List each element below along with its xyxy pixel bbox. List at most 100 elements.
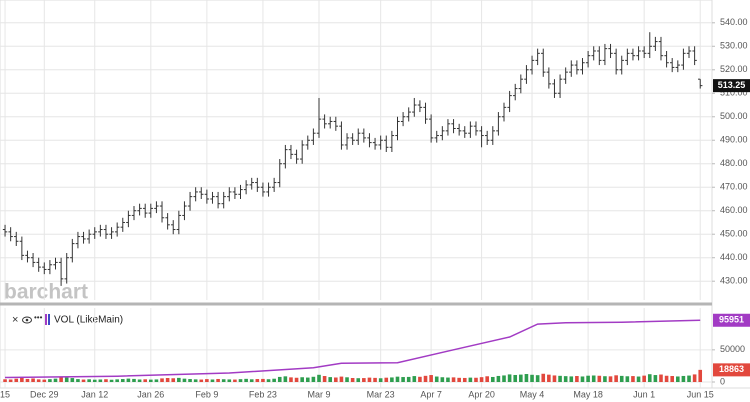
price-bar <box>70 238 75 263</box>
volume-bar <box>642 375 646 382</box>
price-bar <box>552 79 557 98</box>
volume-bar <box>20 377 24 382</box>
volume-bar <box>580 376 585 382</box>
price-bar <box>541 48 546 77</box>
volume-bar <box>676 376 680 382</box>
volume-bar <box>636 376 641 382</box>
last-price-label: 513.25 <box>718 80 746 90</box>
price-bar <box>518 74 524 94</box>
volume-bar <box>8 379 13 382</box>
volume-bar <box>490 376 495 382</box>
eye-icon[interactable] <box>22 316 32 324</box>
volume-bar <box>563 376 568 382</box>
volume-bar <box>406 376 411 382</box>
volume-badge-label: 18863 <box>719 364 744 374</box>
eye-pupil <box>25 318 29 322</box>
price-bar <box>243 180 249 195</box>
price-bar <box>675 60 681 73</box>
volume-bar <box>390 377 394 382</box>
volume-bar <box>653 375 658 382</box>
price-bar <box>249 177 254 190</box>
price-bar <box>681 48 686 70</box>
volume-bar <box>334 377 338 382</box>
y-tick-label: 520.00 <box>720 64 748 74</box>
price-bar <box>316 97 322 138</box>
volume-bar <box>165 378 170 382</box>
volume-bar <box>149 379 153 382</box>
volume-bar <box>154 379 159 382</box>
price-bar <box>591 46 596 61</box>
volume-bar <box>451 377 456 382</box>
price-bar <box>64 253 69 284</box>
price-bar <box>389 130 395 152</box>
price-bar <box>445 119 451 136</box>
y-tick-label: 510.00 <box>720 88 748 98</box>
price-bar <box>585 50 591 68</box>
volume-bar <box>64 377 69 382</box>
volume-bar <box>692 374 697 382</box>
volume-bar <box>272 378 276 382</box>
volume-bar <box>446 377 450 382</box>
volume-bar <box>412 376 417 382</box>
price-bar <box>339 121 344 150</box>
price-bar <box>456 123 462 136</box>
volume-bar <box>513 374 518 382</box>
price-bar <box>131 206 137 221</box>
volume-bar <box>362 378 366 382</box>
price-bar <box>58 257 64 286</box>
y-tick-label: 540.00 <box>720 17 748 27</box>
volume-bar <box>535 375 540 382</box>
price-bar <box>75 231 81 249</box>
price-bar <box>232 187 238 199</box>
x-tick-label: Jan 26 <box>137 389 164 399</box>
price-bar <box>686 46 692 59</box>
price-bar <box>406 107 411 122</box>
price-bar <box>322 114 327 129</box>
study-badge-label: 95951 <box>719 315 744 325</box>
volume-bar <box>205 379 209 382</box>
price-bar <box>490 126 495 145</box>
x-tick-label: 15 <box>0 389 10 399</box>
x-tick-label: Mar 9 <box>307 389 330 399</box>
volume-bar <box>92 379 97 382</box>
price-bar <box>619 55 624 75</box>
price-bar <box>19 236 25 261</box>
volume-bar <box>328 377 333 382</box>
price-bar <box>305 135 310 150</box>
price-bar <box>277 159 282 188</box>
volume-bar <box>266 379 271 382</box>
volume-bar <box>216 378 220 382</box>
volume-bar <box>373 377 377 382</box>
volume-bar <box>193 379 198 382</box>
volume-bar <box>440 377 445 382</box>
volume-bar <box>177 377 181 382</box>
price-bar <box>255 177 260 192</box>
volume-bar <box>474 377 478 382</box>
price-bar <box>14 231 19 246</box>
close-icon[interactable]: × <box>12 314 18 326</box>
price-bar <box>53 257 58 270</box>
y-tick-label: 50000 <box>720 344 745 354</box>
volume-bar <box>418 376 422 382</box>
volume-bar <box>468 377 473 382</box>
price-bar <box>271 177 277 192</box>
price-bar <box>412 97 417 117</box>
price-bar <box>608 43 613 59</box>
more-icon[interactable]: ••• <box>34 313 43 322</box>
x-tick-label: Jun 1 <box>633 389 655 399</box>
price-bar <box>440 126 445 141</box>
volume-bar <box>244 378 248 382</box>
volume-bar <box>305 377 310 382</box>
volume-bar <box>31 378 35 382</box>
volume-bar <box>227 379 232 382</box>
volume-bar <box>233 379 237 382</box>
price-bar <box>109 227 114 239</box>
price-bar <box>288 144 294 160</box>
price-bar <box>25 250 30 263</box>
volume-badge <box>713 363 750 377</box>
price-bar <box>221 191 226 209</box>
y-tick-label: 470.00 <box>720 182 748 192</box>
volume-bar <box>171 378 176 382</box>
volume-bar <box>182 378 187 382</box>
volume-bar <box>434 376 439 382</box>
